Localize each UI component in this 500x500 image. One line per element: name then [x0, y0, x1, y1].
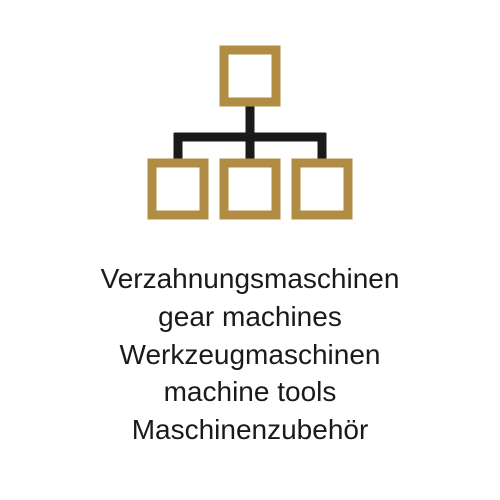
text-line-2: gear machines: [101, 298, 400, 336]
text-line-5: Maschinenzubehör: [101, 411, 400, 449]
text-line-4: machine tools: [101, 373, 400, 411]
hierarchy-icon: [132, 45, 368, 230]
text-line-3: Werkzeugmaschinen: [101, 336, 400, 374]
category-text-block: Verzahnungsmaschinen gear machines Werkz…: [101, 260, 400, 449]
text-line-1: Verzahnungsmaschinen: [101, 260, 400, 298]
